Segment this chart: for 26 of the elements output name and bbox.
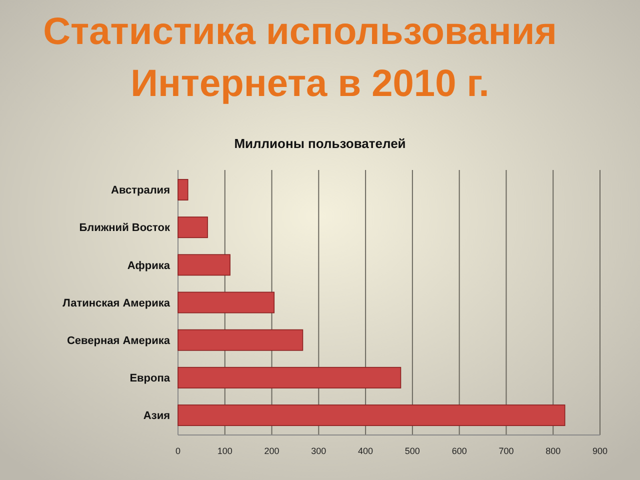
x-tick-label: 800	[546, 446, 561, 456]
x-tick-label: 500	[404, 446, 420, 456]
bar	[178, 404, 566, 426]
bar	[178, 292, 275, 314]
x-tick-label: 300	[311, 446, 326, 456]
y-tick-label: Ближний Восток	[79, 222, 170, 234]
bar	[178, 329, 304, 351]
bar	[178, 254, 230, 276]
y-tick-label: Латинская Америка	[62, 297, 171, 310]
bar	[178, 178, 188, 200]
y-tick-label: Азия	[143, 410, 170, 422]
y-tick-label: Северная Америка	[66, 334, 171, 347]
x-tick-label: 700	[498, 446, 514, 456]
x-tick-label: 0	[175, 446, 181, 456]
chart-subtitle: Миллионы пользователей	[234, 136, 406, 151]
x-tick-label: 400	[358, 446, 374, 456]
bar	[178, 366, 402, 388]
y-tick-label: Австралия	[111, 184, 170, 197]
x-tick-label: 900	[592, 446, 608, 456]
y-tick-label: Европа	[130, 372, 171, 385]
y-tick-label: Африка	[127, 260, 171, 272]
bar	[178, 216, 208, 238]
x-tick-label: 600	[452, 446, 467, 456]
x-tick-label: 200	[264, 446, 280, 456]
x-tick-label: 100	[217, 446, 232, 456]
chart-title: Статистика использования Интернета в 2010 г.	[43, 11, 557, 105]
